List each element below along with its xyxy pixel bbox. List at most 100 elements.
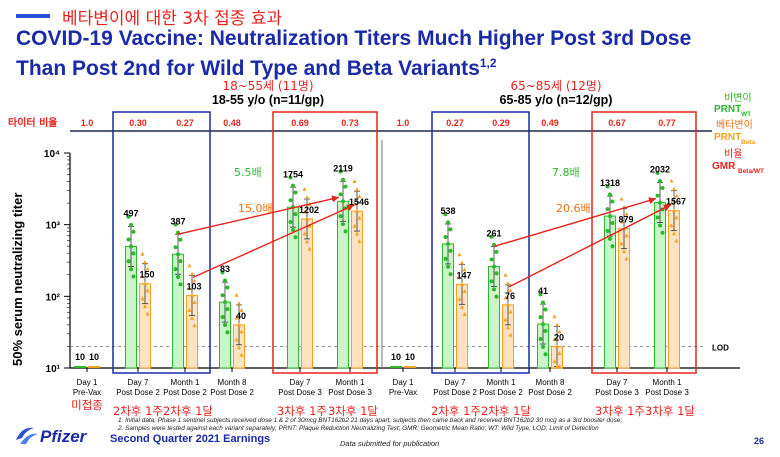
kr-annotation: 2차후 1주 [431,404,481,418]
data-point-beta [555,322,559,327]
data-label-beta: 1546 [349,197,369,207]
data-point-beta [140,251,145,256]
accent-bar [16,14,50,18]
data-label-wt: 10 [75,352,85,362]
data-point-wt [291,228,295,233]
data-point-beta [460,304,464,309]
x-tick-label-line2: Pre-Vax [73,388,101,397]
ratio-value: 0.73 [341,118,359,128]
data-point-wt [291,183,295,188]
data-point-beta [462,267,467,272]
data-point-beta [239,308,244,312]
data-point-beta [619,196,624,201]
data-point-wt [341,199,345,204]
x-tick-label-line2: Post Dose 3 [328,388,372,397]
data-point-beta [457,252,462,257]
x-tick-label-line1: Month 1 [653,378,682,387]
footer-earnings: Second Quarter 2021 Earnings [110,433,271,445]
data-point-beta [355,208,359,213]
data-point-beta [302,231,307,236]
data-point-beta [237,301,241,305]
x-tick-label-line2: Post Dose 2 [433,388,477,397]
ratio-value: 0.77 [658,118,676,128]
data-point-wt [608,236,612,241]
group-label: 65-85 y/o (n=12/gp) [500,93,613,107]
slide-title-line1: COVID-19 Vaccine: Neutralization Titers … [16,27,692,50]
arrow-beta [192,204,355,279]
group-kr-label: 65~85세 (12명) [510,79,601,93]
data-point-beta [672,208,676,213]
pfizer-logo-text: Pfizer [40,427,88,446]
data-point-wt [610,244,615,249]
data-point-beta [457,275,462,279]
data-label-wt: 1318 [600,178,620,188]
data-point-beta [557,351,562,355]
data-point-beta [190,293,194,298]
data-point-beta [192,323,197,328]
data-point-wt [173,222,178,227]
x-tick-label-line1: Day 7 [290,378,311,387]
data-point-wt [660,230,665,235]
arrow-wt-head [331,195,339,203]
data-point-wt [605,228,610,233]
data-point-wt [443,256,448,261]
fold-change-wt: 7.8배 [552,166,580,179]
ratio-value: 0.48 [223,118,241,128]
data-point-wt [658,200,662,205]
data-point-wt [225,330,230,335]
data-point-beta [237,322,241,327]
x-tick-label-line1: Day 7 [607,378,628,387]
data-label-wt: 1754 [283,169,303,179]
data-point-beta [143,259,147,264]
data-point-wt [492,264,496,269]
data-point-beta [506,302,510,307]
data-label-beta: 1202 [299,205,319,215]
data-point-beta [352,179,357,183]
legend-wt-sub: WT [741,111,751,118]
data-point-beta [624,233,629,238]
y-tick-label: 10¹ [46,364,61,375]
data-point-beta [460,282,464,286]
data-point-beta [302,187,307,191]
x-tick-label-line2: Post Dose 3 [645,388,689,397]
x-tick-label-line2: Post Dose 2 [479,388,523,397]
footnote-1: 1. Initial data, Phase 1 sentinel subjec… [118,417,623,424]
legend-kr-beta: 베타변이 [716,119,753,131]
x-tick-label-line2: Post Dose 2 [528,388,572,397]
ratio-value: 0.69 [291,118,309,128]
group-kr-label: 18~55세 (11명) [222,79,313,93]
data-point-wt [220,270,225,275]
data-point-wt [608,214,612,219]
data-point-beta [307,246,312,251]
data-point-beta [355,187,359,192]
ratio-value: 0.67 [608,118,626,128]
footnote-2: 2. Samples were tested against each vari… [118,425,599,432]
data-label-beta: 20 [554,332,564,342]
data-point-beta [143,281,147,286]
data-point-wt [543,329,548,334]
data-point-beta [503,272,508,277]
group-label: 18-55 y/o (n=11/gp) [212,93,324,107]
data-point-beta [557,329,562,334]
fold-change-wt: 5.5배 [234,166,262,179]
data-point-wt [489,234,494,239]
x-tick-label-line1: Month 1 [487,378,516,387]
data-point-wt [338,192,343,197]
data-label-wt: 387 [170,216,185,226]
data-point-wt [223,300,227,305]
data-point-wt [489,257,494,262]
kr-annotation: 3차후 1달 [645,404,695,418]
data-point-beta [192,278,197,283]
data-point-wt [605,184,610,189]
data-label-beta: 103 [186,281,201,291]
data-point-wt [288,220,293,225]
data-point-wt [173,267,178,272]
data-point-beta [145,288,150,293]
data-point-beta [622,249,626,254]
data-point-wt [129,222,133,227]
ratio-value: 0.27 [176,118,194,128]
data-point-beta [355,231,359,236]
lod-label: LOD [712,343,729,352]
arrow-wt [493,197,657,248]
